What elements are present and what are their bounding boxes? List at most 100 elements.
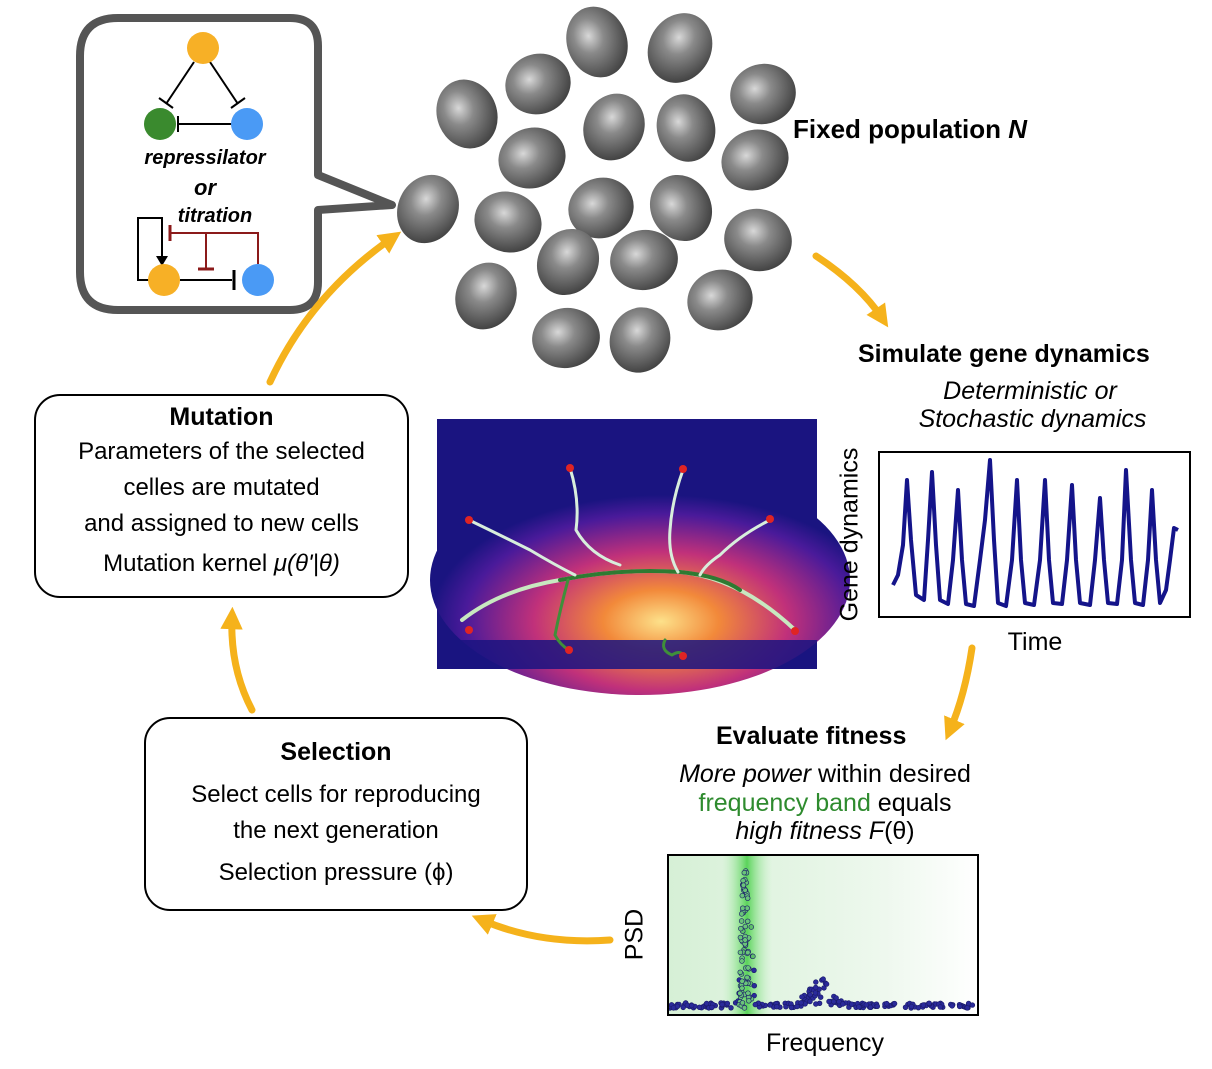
psd-point	[820, 976, 826, 982]
cell	[436, 79, 498, 149]
mutation-kernel-formula: μ(θ'|θ)	[273, 550, 340, 577]
repressilator-label: repressilator	[144, 147, 266, 169]
psd-point	[740, 877, 746, 884]
arrow-fitness-to-selection	[471, 914, 614, 945]
psd-point	[744, 895, 751, 901]
lineage-tip	[791, 627, 799, 635]
psd-point	[670, 1005, 677, 1011]
psd-point	[745, 965, 751, 971]
psd-point	[812, 984, 819, 991]
psd-point	[957, 1003, 963, 1010]
lineage-tip	[679, 652, 687, 660]
arrow-simulate-to-fitness	[944, 644, 976, 741]
cell	[536, 228, 600, 296]
psd-point	[688, 1002, 695, 1009]
psd-point	[830, 998, 837, 1005]
cell	[656, 94, 716, 162]
psd-point	[739, 892, 745, 899]
fitness-title: Evaluate fitness	[716, 722, 907, 750]
psd-point	[746, 998, 752, 1004]
psd-point	[767, 1002, 773, 1008]
psd-point	[680, 1004, 686, 1011]
psd-point	[739, 985, 745, 991]
simulate-title: Simulate gene dynamics	[858, 340, 1150, 368]
fitness-line3: high fitness F(θ)	[640, 817, 1010, 846]
lineage-tip	[566, 464, 574, 472]
psd-point	[738, 918, 745, 924]
cell	[647, 13, 713, 83]
gene-dynamics-ylabel: Gene dynamics	[835, 447, 864, 622]
psd-point	[874, 1003, 880, 1009]
psd-point	[964, 1005, 970, 1011]
simulate-line1: Deterministic or	[943, 377, 1117, 405]
mutation-kernel-text: Mutation kernel	[103, 550, 274, 577]
psd-point	[867, 1004, 874, 1010]
fitness-line1-rest: within desired	[811, 760, 971, 788]
psd-point	[737, 969, 743, 975]
psd-point	[742, 937, 748, 943]
node-blue	[231, 108, 263, 140]
psd-xlabel: Frequency	[765, 1029, 885, 1057]
cell	[397, 174, 459, 244]
lineage-heatmap	[430, 419, 850, 695]
psd-point	[908, 1003, 915, 1010]
psd-point	[719, 1001, 725, 1008]
cell	[724, 208, 792, 272]
fitness-frequency-band: frequency band	[698, 789, 871, 817]
or-label: or	[194, 175, 216, 200]
psd-point	[751, 967, 757, 973]
psd-point	[738, 925, 744, 932]
cell-population	[397, 6, 796, 373]
node-blue-titration	[242, 264, 274, 296]
psd-point	[840, 1001, 846, 1007]
titration-network	[137, 217, 274, 296]
psd-point	[969, 1002, 976, 1008]
node-orange	[187, 32, 219, 64]
cell	[505, 53, 571, 115]
fitness-line2-rest: equals	[870, 789, 952, 817]
cell	[730, 63, 796, 125]
psd-point	[848, 1001, 855, 1007]
lineage-tip	[465, 626, 473, 634]
fitness-line1: More power within desired	[640, 760, 1010, 789]
psd-point	[703, 1000, 710, 1007]
node-green	[144, 108, 176, 140]
arrow-mutation-to-population	[266, 231, 402, 386]
cell	[649, 174, 713, 242]
cell	[566, 6, 628, 78]
population-label: Fixed population N	[793, 114, 1027, 145]
mutation-line2: celles are mutated	[123, 474, 320, 501]
mutation-kernel: Mutation kernel μ(θ'|θ)	[36, 546, 407, 582]
psd-point	[794, 1003, 800, 1010]
psd-point	[741, 869, 747, 876]
psd-point	[750, 953, 756, 960]
psd-point	[728, 1005, 734, 1011]
lineage-branch	[698, 518, 772, 577]
psd-point	[748, 924, 754, 930]
psd-plot	[667, 854, 979, 1016]
population-variable: N	[1008, 114, 1028, 144]
psd-point	[902, 1004, 909, 1010]
fitness-line2: frequency band equals	[640, 789, 1010, 818]
psd-point	[798, 1000, 804, 1006]
psd-point	[744, 974, 750, 981]
simulate-line2: Stochastic dynamics	[918, 405, 1147, 433]
gene-trace	[891, 458, 1179, 608]
psd-point	[745, 990, 751, 996]
lineage-trunk-core	[558, 569, 742, 592]
selection-line3: Selection pressure (ϕ)	[218, 859, 454, 886]
psd-point	[823, 981, 830, 987]
cell	[455, 262, 517, 330]
arrow-selection-to-mutation	[220, 606, 256, 714]
psd-point	[752, 1001, 758, 1008]
psd-point	[738, 911, 745, 917]
psd-point	[883, 1000, 890, 1007]
psd-point	[739, 958, 745, 964]
cell	[498, 127, 566, 189]
selection-title: Selection	[280, 738, 392, 766]
mutation-line3: and assigned to new cells	[84, 510, 359, 537]
cell	[532, 307, 600, 369]
psd-point	[737, 934, 744, 941]
psd-point	[813, 1001, 819, 1007]
